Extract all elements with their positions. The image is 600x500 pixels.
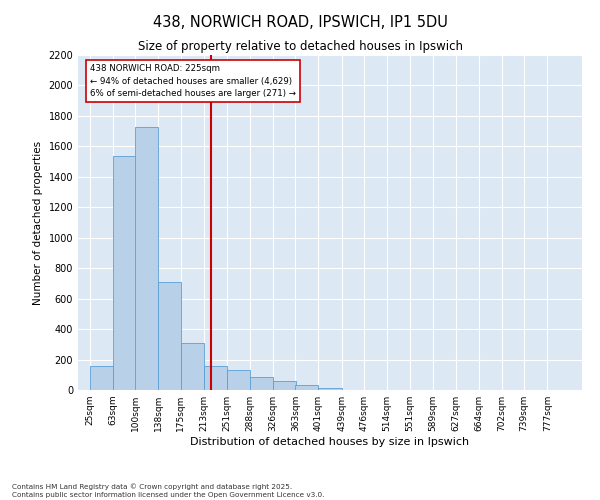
Bar xyxy=(89,366,113,390)
Text: 438, NORWICH ROAD, IPSWICH, IP1 5DU: 438, NORWICH ROAD, IPSWICH, IP1 5DU xyxy=(152,15,448,30)
Bar xyxy=(295,386,319,390)
Bar xyxy=(181,343,204,390)
Bar xyxy=(319,388,341,390)
Text: Contains HM Land Registry data © Crown copyright and database right 2025.
Contai: Contains HM Land Registry data © Crown c… xyxy=(12,484,325,498)
Bar xyxy=(227,370,250,390)
Text: Size of property relative to detached houses in Ipswich: Size of property relative to detached ho… xyxy=(137,40,463,53)
Y-axis label: Number of detached properties: Number of detached properties xyxy=(33,140,43,304)
Bar xyxy=(113,156,136,390)
Bar xyxy=(273,381,296,390)
Bar xyxy=(158,282,181,390)
Bar xyxy=(204,366,227,390)
Text: 438 NORWICH ROAD: 225sqm
← 94% of detached houses are smaller (4,629)
6% of semi: 438 NORWICH ROAD: 225sqm ← 94% of detach… xyxy=(90,64,296,98)
Bar xyxy=(135,126,158,390)
Bar xyxy=(250,377,273,390)
X-axis label: Distribution of detached houses by size in Ipswich: Distribution of detached houses by size … xyxy=(190,437,470,447)
